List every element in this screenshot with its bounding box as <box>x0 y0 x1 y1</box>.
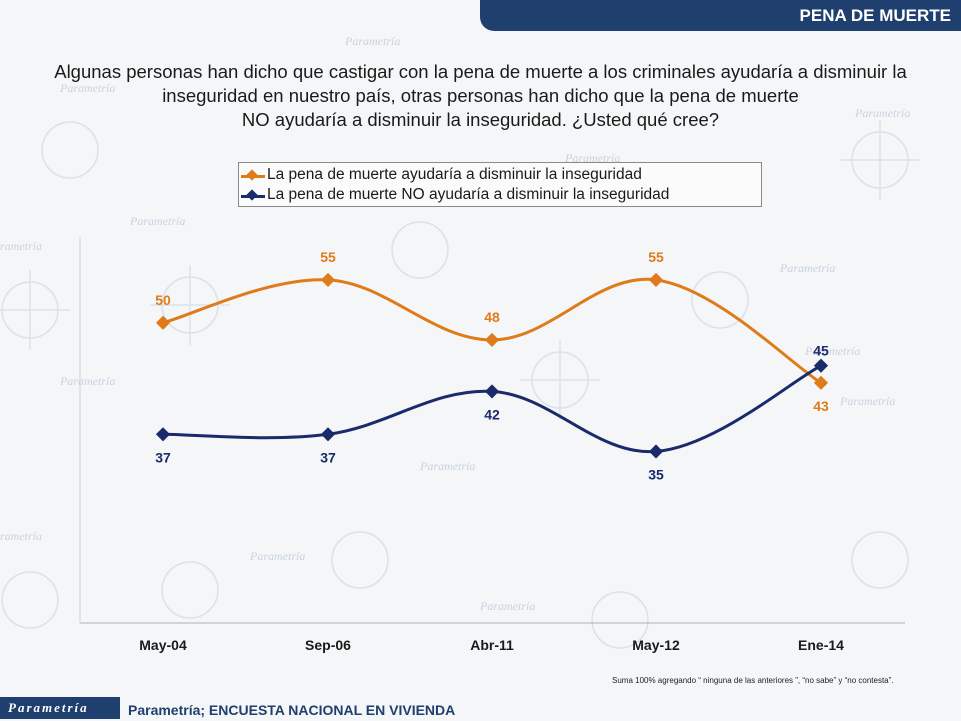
svg-text:Parametría: Parametría <box>249 549 305 563</box>
svg-text:Parametría: Parametría <box>419 459 475 473</box>
svg-text:Parametría: Parametría <box>344 34 400 48</box>
data-point-marker <box>813 375 829 390</box>
data-label: 55 <box>648 249 664 265</box>
legend-label-orange: La pena de muerte ayudaría a disminuir l… <box>267 166 642 183</box>
x-tick-label: Ene-14 <box>798 637 844 653</box>
question-text: Algunas personas han dicho que castigar … <box>20 60 941 132</box>
data-point-marker <box>155 315 171 330</box>
header-title: PENA DE MUERTE <box>799 6 951 25</box>
question-line-3: NO ayudaría a disminuir la inseguridad. … <box>241 109 720 130</box>
svg-text:Parametría: Parametría <box>479 599 535 613</box>
question-line-1: Algunas personas han dicho que castigar … <box>54 61 907 82</box>
data-label: 45 <box>813 343 829 359</box>
x-tick-label: Sep-06 <box>305 637 351 653</box>
svg-text:rametría: rametría <box>0 529 42 543</box>
data-point-marker <box>320 427 336 442</box>
x-tick-label: May-12 <box>632 637 680 653</box>
data-label: 37 <box>155 449 171 465</box>
svg-text:rametría: rametría <box>0 239 42 253</box>
data-point-marker <box>155 427 171 442</box>
svg-text:Parametría: Parametría <box>779 261 835 275</box>
legend-label-navy: La pena de muerte NO ayudaría a disminui… <box>267 186 670 203</box>
series-line-0 <box>162 277 822 385</box>
data-label: 48 <box>484 309 500 325</box>
data-label: 35 <box>648 466 664 482</box>
legend-swatch-navy <box>241 189 265 201</box>
svg-text:Parametría: Parametría <box>564 151 620 165</box>
chart-legend: La pena de muerte ayudaría a disminuir l… <box>238 162 762 207</box>
svg-text:Parametría: Parametría <box>804 344 860 358</box>
data-label: 55 <box>320 249 336 265</box>
x-tick-label: May-04 <box>139 637 187 653</box>
data-label: 42 <box>484 406 500 422</box>
header-bar: PENA DE MUERTE <box>480 0 961 31</box>
footer-logo: Parametría <box>0 697 120 719</box>
data-point-marker <box>648 444 664 459</box>
data-point-marker <box>813 358 829 373</box>
svg-text:Parametría: Parametría <box>854 106 910 120</box>
data-label: 37 <box>320 449 336 465</box>
data-point-marker <box>648 272 664 287</box>
data-label: 50 <box>155 292 171 308</box>
footer-logo-text: Parametría <box>8 700 89 715</box>
svg-text:Parametría: Parametría <box>59 374 115 388</box>
legend-item-navy: La pena de muerte NO ayudaría a disminui… <box>241 186 670 204</box>
svg-text:Parametría: Parametría <box>839 394 895 408</box>
data-point-marker <box>484 384 500 399</box>
legend-swatch-orange <box>241 169 265 181</box>
svg-text:Parametría: Parametría <box>59 81 115 95</box>
legend-item-orange: La pena de muerte ayudaría a disminuir l… <box>241 166 642 184</box>
footer-source: Parametría; ENCUESTA NACIONAL EN VIVIEND… <box>128 702 456 718</box>
data-label: 43 <box>813 398 829 414</box>
data-point-marker <box>484 332 500 348</box>
footnote: Suma 100% agregando “ ninguna de las ant… <box>612 676 894 685</box>
question-line-2: inseguridad en nuestro país, otras perso… <box>162 85 799 106</box>
x-tick-label: Abr-11 <box>470 637 514 653</box>
data-point-marker <box>320 272 336 287</box>
svg-text:Parametría: Parametría <box>129 214 185 228</box>
